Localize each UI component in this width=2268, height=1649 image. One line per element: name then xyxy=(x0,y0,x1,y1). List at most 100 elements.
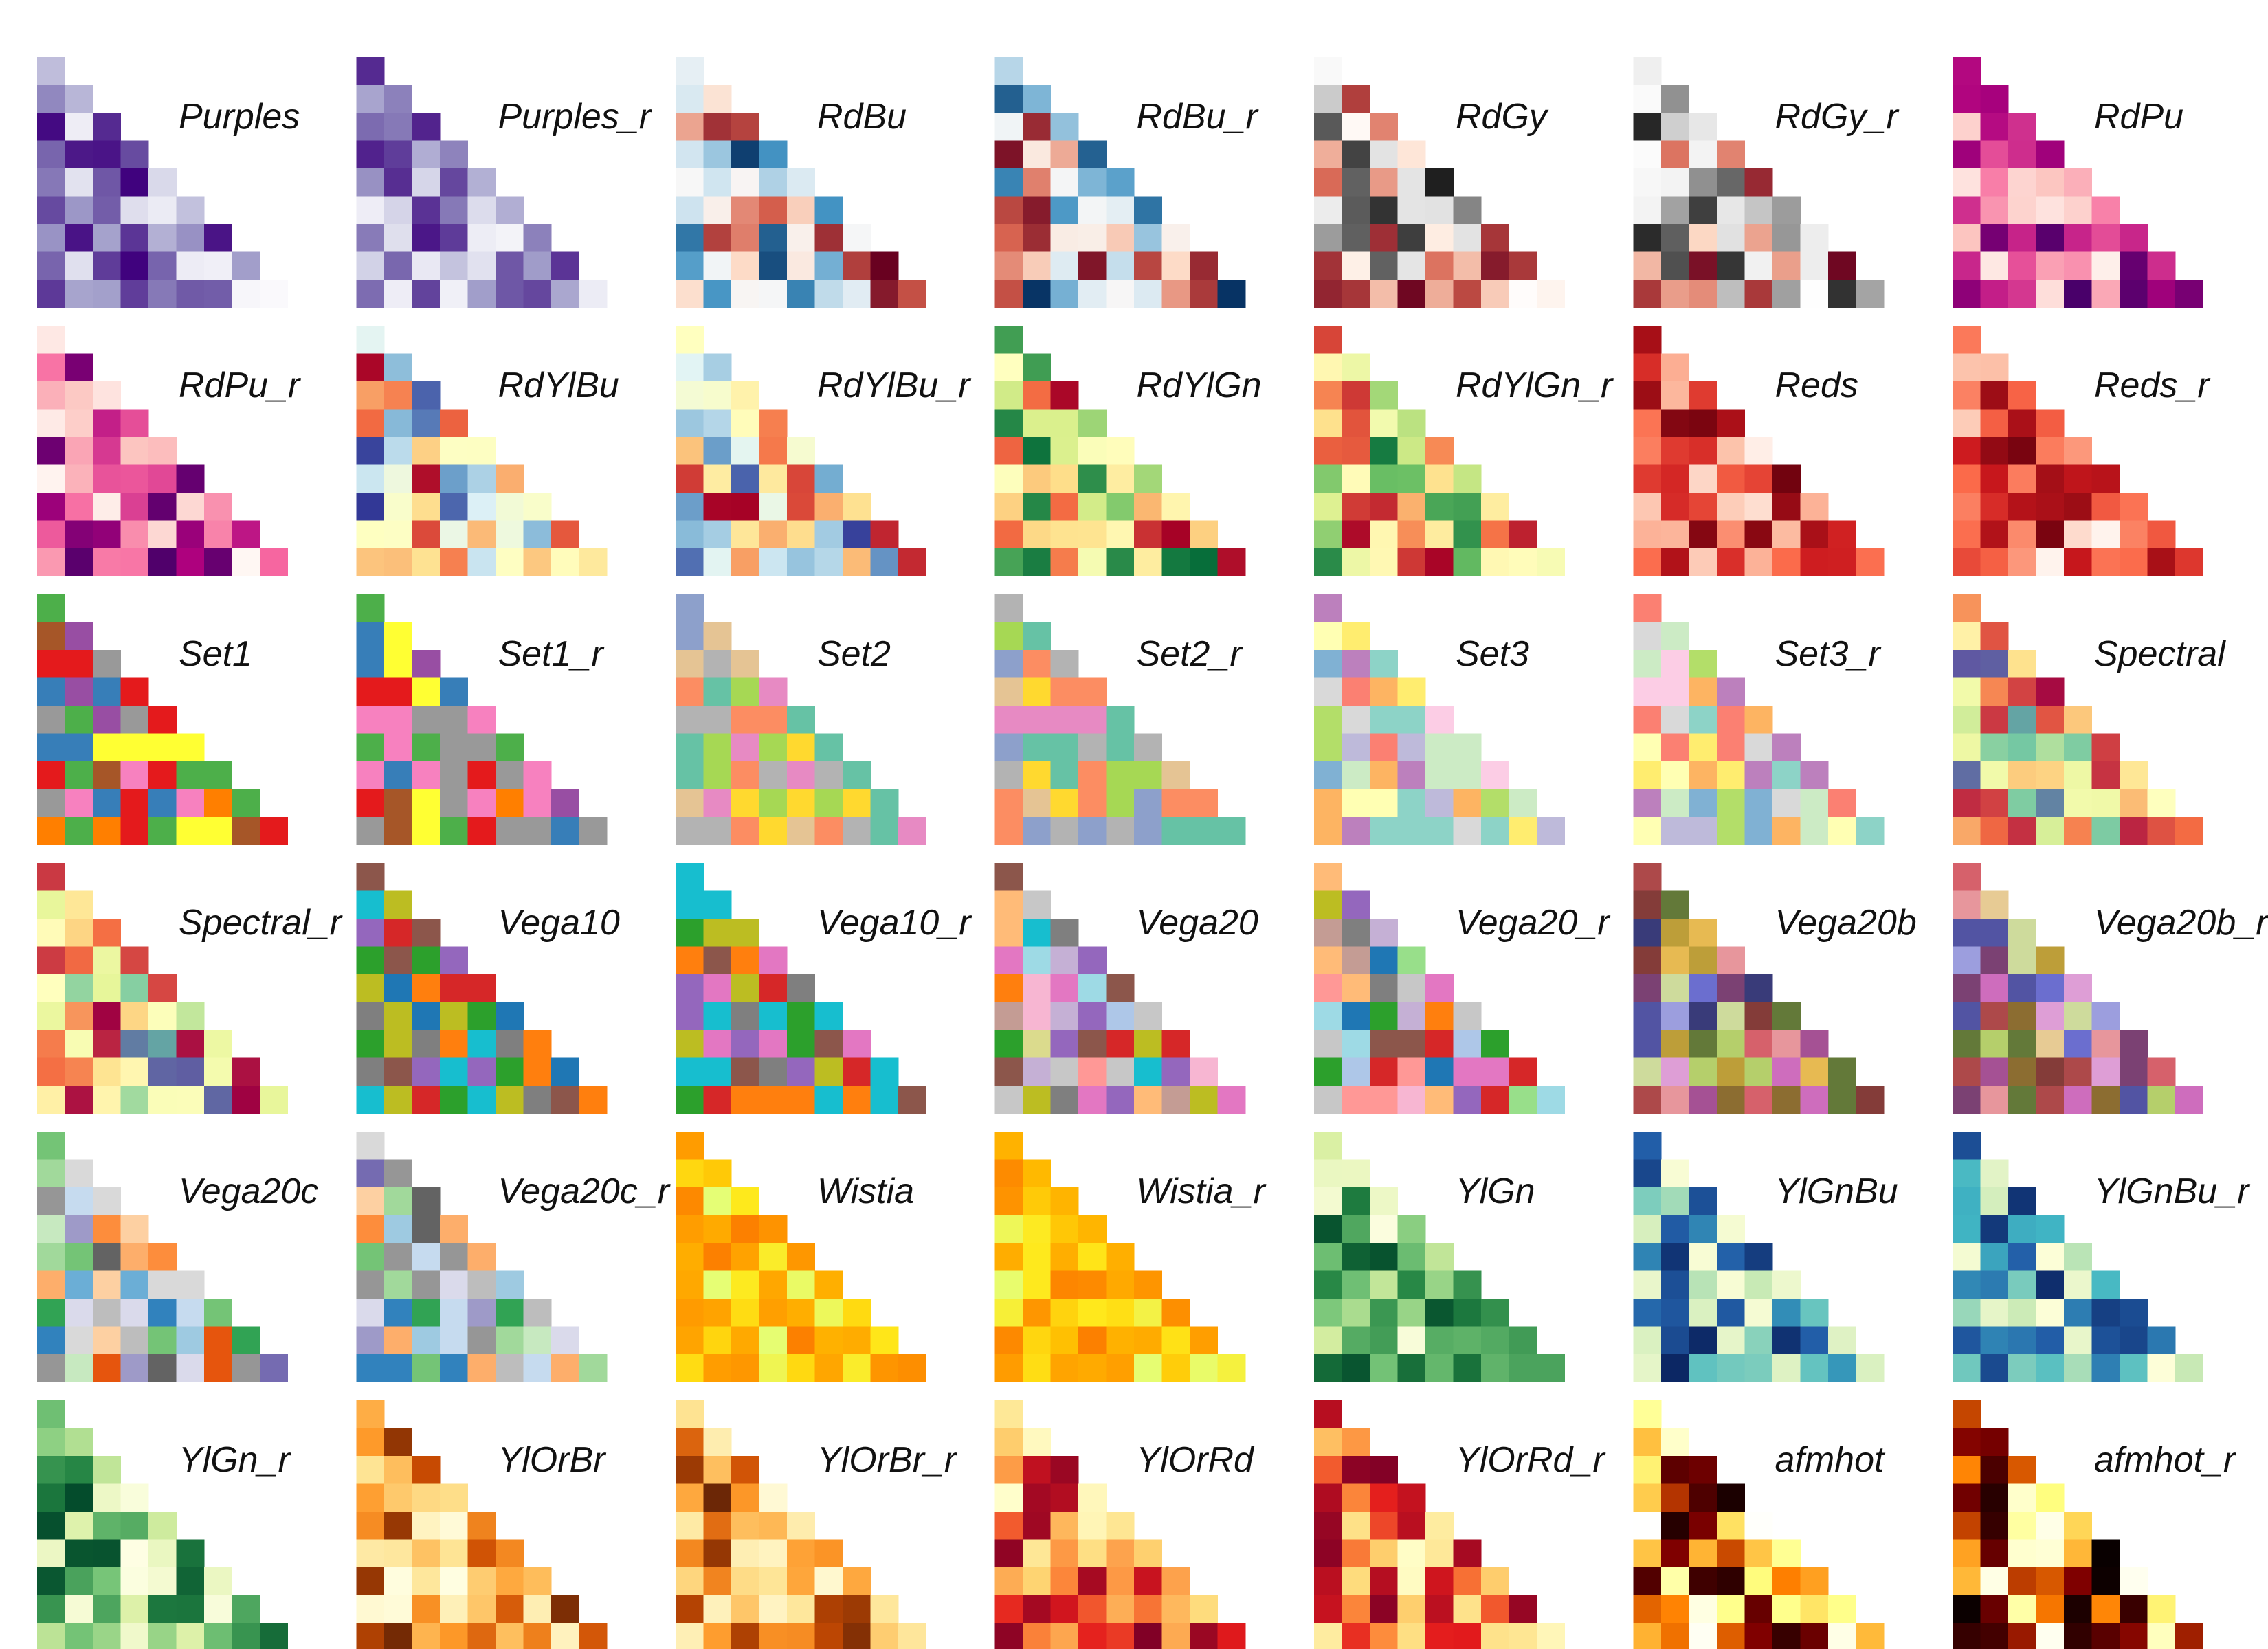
heatmap-cell xyxy=(1717,817,1746,846)
heatmap-cell xyxy=(1050,1187,1079,1216)
colormap-name-label: Purples xyxy=(179,97,300,137)
heatmap-cell xyxy=(65,520,93,549)
heatmap-cell xyxy=(37,1243,66,1272)
heatmap-cell xyxy=(2147,520,2176,549)
heatmap-cell xyxy=(1397,280,1426,309)
heatmap-cell xyxy=(412,168,441,197)
heatmap-cell xyxy=(1342,353,1370,382)
heatmap-cell xyxy=(870,520,899,549)
heatmap-cell xyxy=(2036,196,2065,225)
heatmap-cell xyxy=(814,196,843,225)
heatmap-cell xyxy=(1050,437,1079,466)
heatmap-cell xyxy=(1980,677,2009,706)
heatmap-cell xyxy=(65,706,93,734)
heatmap-cell xyxy=(1134,1354,1163,1383)
heatmap-cell xyxy=(65,381,93,410)
heatmap-cell xyxy=(2064,1539,2093,1568)
heatmap-cell xyxy=(384,761,413,790)
heatmap-cell xyxy=(1161,1299,1190,1327)
heatmap-cell xyxy=(676,168,704,197)
heatmap-cell xyxy=(2008,1086,2037,1114)
heatmap-cell xyxy=(1314,677,1343,706)
heatmap-cell xyxy=(148,196,177,225)
heatmap-cell xyxy=(65,1456,93,1485)
heatmap-cell xyxy=(523,761,552,790)
heatmap-cell xyxy=(1980,1187,2009,1216)
heatmap-cell xyxy=(787,196,816,225)
heatmap-cell xyxy=(1370,1187,1399,1216)
heatmap-cell xyxy=(1397,677,1426,706)
heatmap-cell xyxy=(1689,817,1717,846)
heatmap-cell xyxy=(1689,677,1717,706)
heatmap-cell xyxy=(467,1299,496,1327)
heatmap-cell xyxy=(440,1567,469,1596)
heatmap-cell xyxy=(384,919,413,947)
heatmap-cell xyxy=(93,409,122,438)
heatmap-cell xyxy=(1161,1057,1190,1086)
heatmap-cell xyxy=(703,733,732,762)
heatmap-cell xyxy=(1217,1086,1246,1114)
heatmap-cell xyxy=(2008,409,2037,438)
heatmap-cell xyxy=(1342,817,1370,846)
heatmap-cell xyxy=(93,1030,122,1059)
heatmap-cell xyxy=(93,1326,122,1355)
heatmap-cell xyxy=(1314,409,1343,438)
heatmap-cell xyxy=(1425,1567,1454,1596)
heatmap-cell xyxy=(676,1187,704,1216)
heatmap-cell xyxy=(731,761,760,790)
heatmap-cell xyxy=(148,706,177,734)
heatmap-cell xyxy=(676,251,704,280)
heatmap-cell xyxy=(2036,1539,2065,1568)
heatmap-cell xyxy=(1980,650,2009,679)
heatmap-cell xyxy=(176,520,205,549)
heatmap-cell xyxy=(1314,1187,1343,1216)
heatmap-cell xyxy=(1980,85,2009,113)
heatmap-cell xyxy=(843,1354,871,1383)
heatmap-cell xyxy=(870,1057,899,1086)
heatmap-cell xyxy=(703,1539,732,1568)
heatmap-cell xyxy=(467,1595,496,1624)
heatmap-cell xyxy=(1481,1354,1510,1383)
heatmap-cell xyxy=(994,280,1023,309)
colormap-panel-vega20: Vega20 xyxy=(994,863,1258,1114)
heatmap-cell xyxy=(37,326,66,355)
heatmap-cell xyxy=(467,706,496,734)
heatmap-cell xyxy=(384,85,413,113)
heatmap-cell xyxy=(496,196,524,225)
heatmap-cell xyxy=(467,251,496,280)
heatmap-cell xyxy=(1661,1057,1690,1086)
heatmap-cell xyxy=(1023,1512,1052,1540)
heatmap-cell xyxy=(93,1057,122,1086)
heatmap-cell xyxy=(1744,493,1773,521)
colormap-panel-rdpu: RdPu xyxy=(1953,57,2204,309)
heatmap-cell xyxy=(1744,251,1773,280)
colormap-panel-wistia-r: Wistia_r xyxy=(994,1132,1267,1383)
heatmap-cell xyxy=(814,1002,843,1031)
heatmap-cell xyxy=(1078,1057,1107,1086)
heatmap-cell xyxy=(1953,1539,1981,1568)
colormap-name-label: RdPu_r xyxy=(179,366,302,405)
heatmap-cell xyxy=(1772,280,1801,309)
heatmap-cell xyxy=(1314,1539,1343,1568)
heatmap-cell xyxy=(1980,1030,2009,1059)
heatmap-cell xyxy=(1717,520,1746,549)
heatmap-cell xyxy=(1078,1243,1107,1272)
heatmap-cell xyxy=(1689,974,1717,1003)
heatmap-cell xyxy=(2036,1595,2065,1624)
heatmap-cell xyxy=(1425,1512,1454,1540)
heatmap-cell xyxy=(2147,789,2176,818)
heatmap-cell xyxy=(148,493,177,521)
colormap-panel-rdylgn-r: RdYlGn_r xyxy=(1314,326,1614,577)
heatmap-cell xyxy=(1689,224,1717,253)
colormap-name-label: afmhot_r xyxy=(2094,1440,2237,1480)
heatmap-cell xyxy=(1314,1456,1343,1485)
heatmap-cell xyxy=(148,1057,177,1086)
heatmap-cell xyxy=(1106,1595,1135,1624)
heatmap-cell xyxy=(1980,1623,2009,1649)
heatmap-cell xyxy=(148,1270,177,1299)
heatmap-cell xyxy=(496,464,524,493)
heatmap-cell xyxy=(731,493,760,521)
heatmap-cell xyxy=(148,1243,177,1272)
heatmap-cell xyxy=(731,1456,760,1485)
heatmap-cell xyxy=(1050,1270,1079,1299)
